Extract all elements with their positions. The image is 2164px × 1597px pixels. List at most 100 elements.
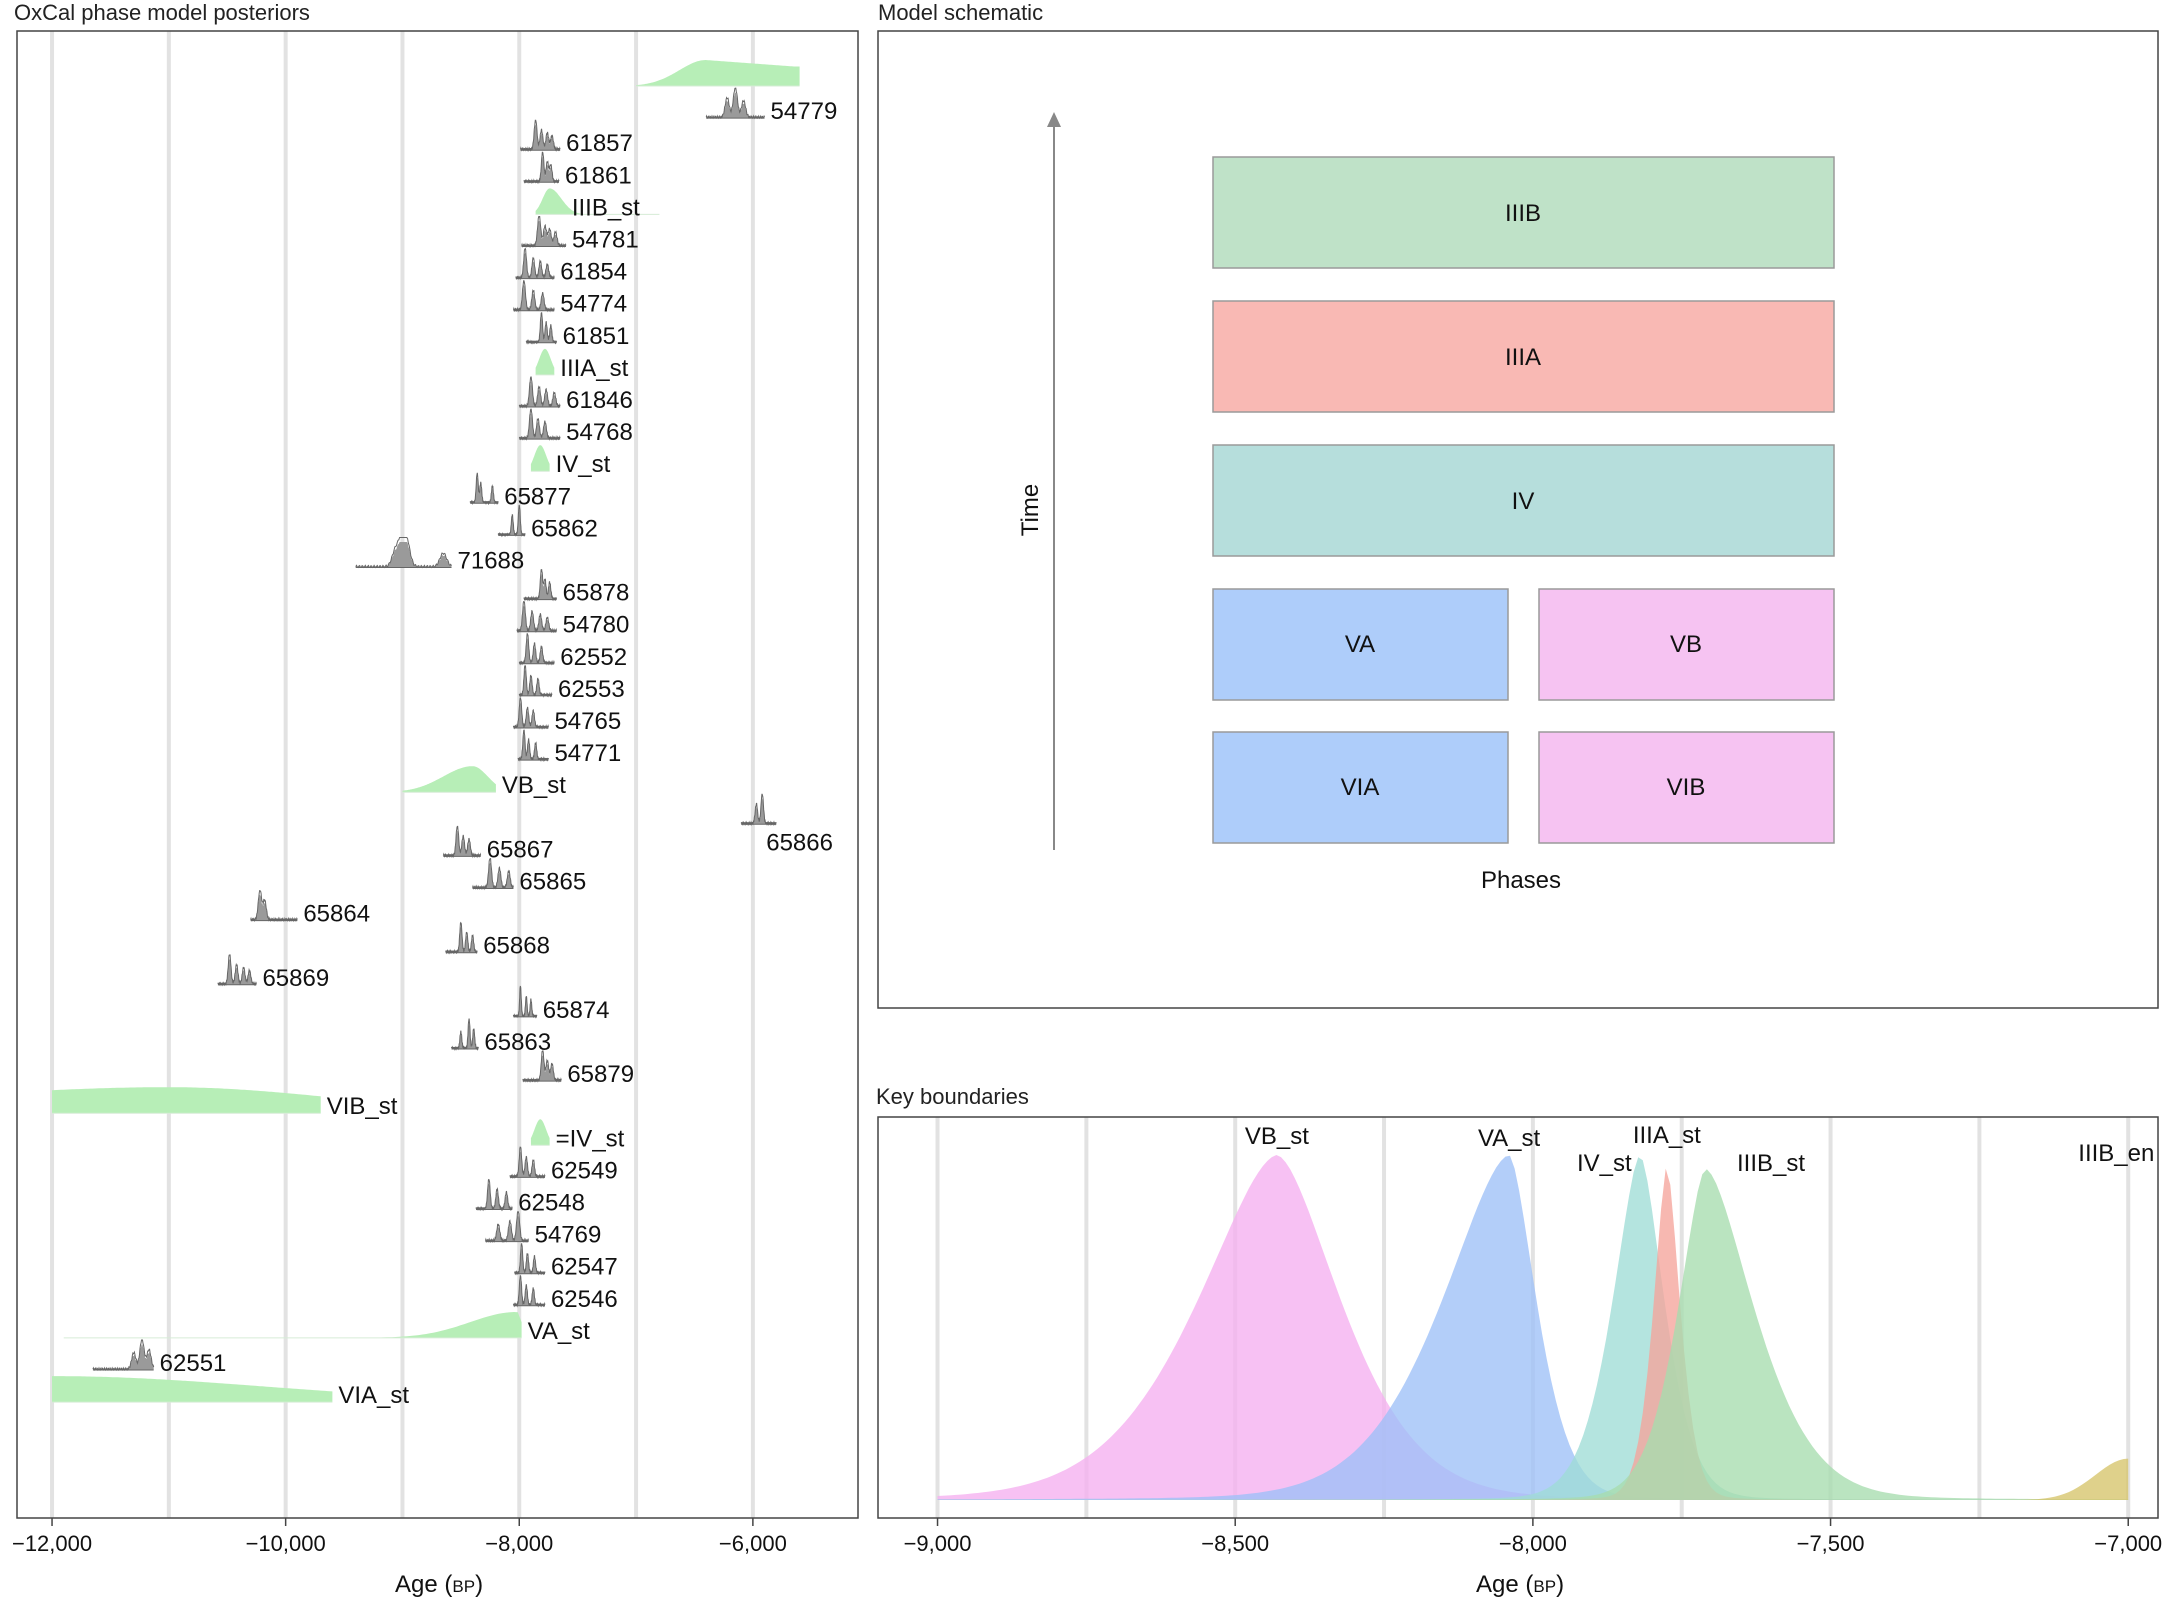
prior-outline <box>475 1178 513 1212</box>
x-tick-label: −12,000 <box>12 1531 92 1556</box>
prior-outline <box>525 312 558 345</box>
posteriors-xlabel-unit: BP <box>452 1577 475 1596</box>
posterior-VIA-st: VIA_st <box>52 1376 409 1409</box>
prior-outline <box>512 280 555 313</box>
posterior-label: 61846 <box>566 387 633 414</box>
posterior-label: VB_st <box>502 772 566 799</box>
posterior-area <box>522 1055 562 1082</box>
posteriors-series: 54779 61857 61861 IIIB_st 54781 61854 54774 618… <box>52 60 837 1409</box>
posterior-area <box>526 317 557 343</box>
prior-outline <box>519 119 561 152</box>
posteriors-title: OxCal phase model posteriors <box>14 0 310 25</box>
posterior-61857: 61857 <box>519 119 633 157</box>
posterior-area <box>355 542 452 568</box>
posterior-62551: 62551 <box>92 1339 227 1377</box>
prior-outline <box>472 857 514 891</box>
posterior-label: 65868 <box>483 933 550 960</box>
phase-label-IIIA: IIIA <box>1505 344 1541 371</box>
posterior-61846: 61846 <box>518 376 633 414</box>
prior-outline <box>512 985 538 1019</box>
prior-outline <box>515 247 555 281</box>
posterior-54780: 54780 <box>516 600 630 639</box>
posterior-label: 61857 <box>566 130 633 157</box>
posterior-label: 61854 <box>560 259 627 286</box>
x-tick-label: −10,000 <box>246 1531 326 1556</box>
prior-outline <box>497 504 526 538</box>
boundary-label-IIIB-st: IIIB_st <box>1737 1150 1805 1177</box>
phase-box-VIA <box>1212 731 1509 844</box>
posteriors-x-ticks: −12,000 −10,000 −8,000 −6,000 <box>12 1518 787 1556</box>
posterior-area <box>516 606 557 632</box>
phase-label-IIIB: IIIB <box>1505 200 1541 227</box>
posterior-label: 65863 <box>484 1029 551 1056</box>
prior-outline <box>523 569 558 602</box>
prior-outline <box>484 1211 530 1244</box>
prior-outline <box>469 472 499 506</box>
phase-box-VIB <box>1538 731 1835 844</box>
posterior-label: 54781 <box>572 227 639 254</box>
prior-outline <box>451 1018 479 1051</box>
posterior-label: 54780 <box>563 612 630 639</box>
x-tick-label: −8,000 <box>1499 1531 1567 1556</box>
posterior-label: 54768 <box>566 419 633 446</box>
posterior-65869: 65869 <box>217 954 329 992</box>
boundary-area <box>530 1119 550 1146</box>
posterior-label: 54769 <box>535 1222 602 1249</box>
posterior-area <box>706 92 765 119</box>
schematic-title: Model schematic <box>878 0 1043 25</box>
posteriors-frame <box>16 30 859 1519</box>
posterior-label: 65877 <box>504 483 571 510</box>
x-tick-label: −6,000 <box>719 1531 787 1556</box>
posterior-54774: 54774 <box>512 280 627 318</box>
posterior-area <box>513 702 549 728</box>
time-arrow-head <box>1047 112 1061 127</box>
posterior-65862: 65862 <box>497 504 598 542</box>
posterior-area <box>519 413 561 440</box>
phase-label-IV: IV <box>1512 488 1535 515</box>
prior-outline <box>740 793 777 827</box>
posterior-label: VIA_st <box>338 1382 409 1409</box>
prior-outline <box>217 954 257 987</box>
posterior-65879: 65879 <box>522 1050 634 1088</box>
posterior-area <box>519 638 555 664</box>
posterior-71688: 71688 <box>355 537 525 575</box>
posterior-label: 65869 <box>262 965 329 992</box>
posterior-IV-st: =IV_st <box>530 1119 625 1152</box>
posterior-label: 62547 <box>551 1254 618 1281</box>
x-tick-label: −7,500 <box>1797 1531 1865 1556</box>
posterior-label: 54774 <box>560 291 627 318</box>
x-tick-label: −7,000 <box>2094 1531 2162 1556</box>
posterior-label: 62546 <box>551 1286 618 1313</box>
prior-outline <box>517 729 549 763</box>
prior-outline <box>522 1050 562 1083</box>
posterior-54779: 54779 <box>705 87 838 125</box>
posterior-area <box>250 895 298 921</box>
posterior-label: 54765 <box>554 708 621 735</box>
phase-box-VA <box>1212 588 1509 701</box>
posterior-label: 65862 <box>531 515 598 542</box>
phase-box-IIIB <box>1212 156 1835 269</box>
posterior-label: 71688 <box>458 548 525 575</box>
posterior-62552: 62552 <box>518 633 627 671</box>
posterior-65878: 65878 <box>523 569 630 607</box>
posterior-IV-st: IV_st <box>530 445 611 478</box>
phases-label: Phases <box>1481 867 1561 894</box>
posterior-label: 65878 <box>563 580 630 607</box>
posterior-label: IIIA_st <box>560 355 628 382</box>
phase-label-VA: VA <box>1345 631 1375 658</box>
posterior-65865: 65865 <box>472 857 586 896</box>
posterior-label: 65867 <box>487 836 554 863</box>
prior-outline <box>250 890 298 923</box>
posterior-label: VA_st <box>528 1318 591 1345</box>
posterior-VA-st: VA_st <box>63 1312 591 1345</box>
posterior-label: 62551 <box>160 1350 227 1377</box>
boundaries-x-ticks: −9,000 −8,500 −8,000 −7,500 −7,000 <box>904 1518 2162 1556</box>
posterior-label: 54779 <box>771 98 838 125</box>
phase-box-VB <box>1538 588 1835 701</box>
x-tick-label: −9,000 <box>904 1531 972 1556</box>
posterior-area <box>519 381 561 407</box>
posterior-62553: 62553 <box>518 665 625 703</box>
posterior-area <box>92 1344 154 1370</box>
